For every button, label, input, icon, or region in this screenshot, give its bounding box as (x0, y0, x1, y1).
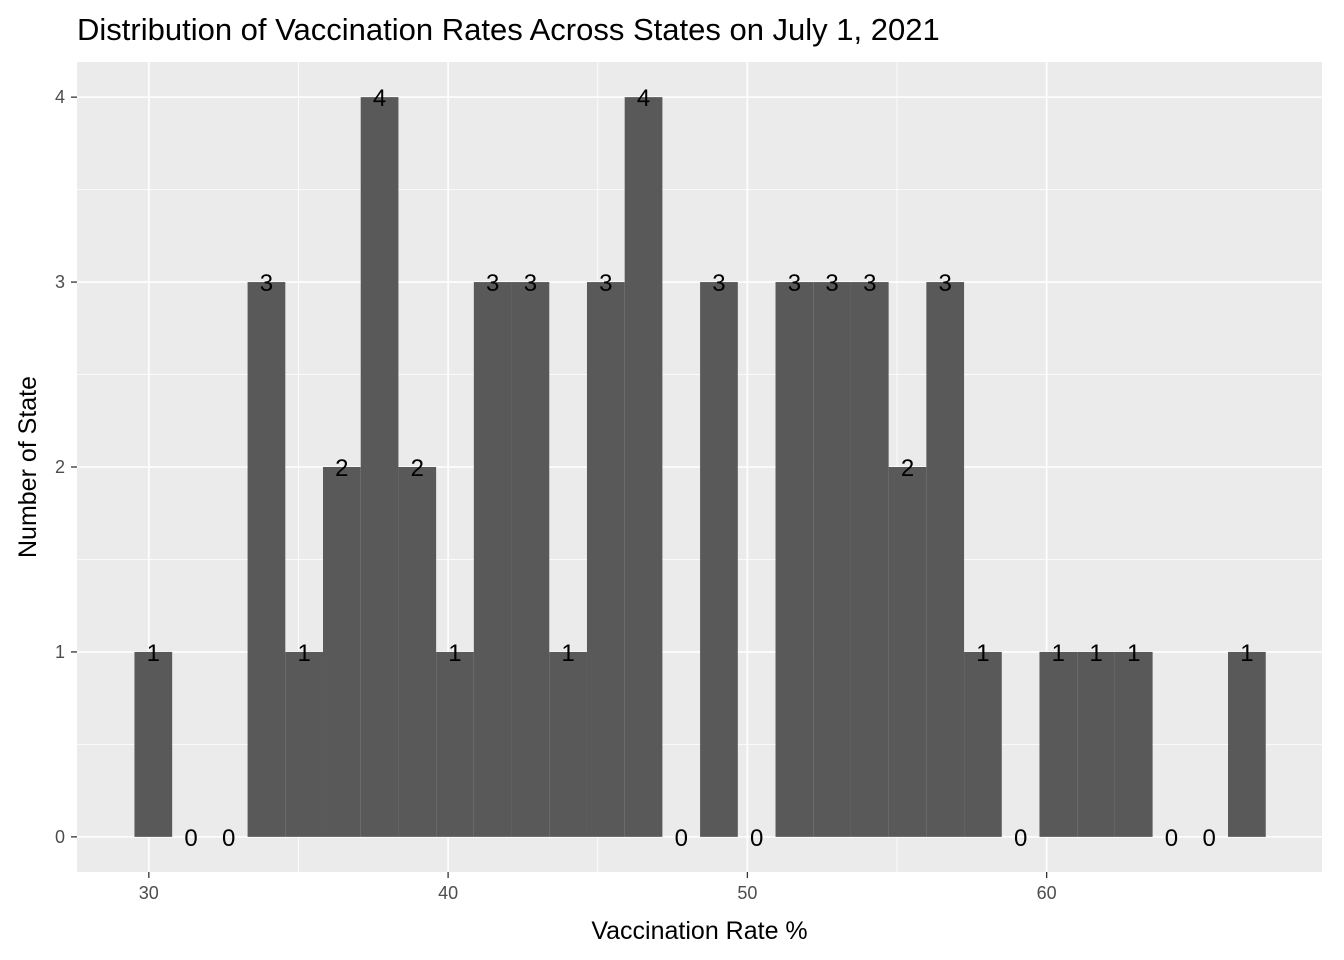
bar-count-label: 2 (411, 455, 424, 482)
bar-count-label: 3 (712, 270, 725, 297)
histogram-bar (1228, 651, 1266, 837)
bar-count-label: 0 (222, 825, 235, 852)
y-tick-label: 4 (55, 87, 65, 107)
histogram-bar (285, 651, 324, 837)
histogram-bar (624, 97, 663, 837)
bar-count-label: 0 (1014, 825, 1027, 852)
bar-count-label: 3 (939, 270, 952, 297)
y-axis: 0 1 2 3 4 (55, 87, 77, 847)
bar-count-label: 1 (1089, 640, 1102, 667)
bar-count-label: 1 (297, 640, 310, 667)
histogram-bar (1039, 651, 1078, 837)
x-tick-label: 60 (1037, 883, 1057, 903)
histogram-bar (436, 651, 474, 837)
histogram-bar (360, 97, 399, 837)
bar-count-label: 3 (788, 270, 801, 297)
histogram-bar (850, 282, 889, 837)
histogram-bar (586, 282, 625, 837)
bar-count-label: 2 (901, 455, 914, 482)
bar-count-label: 3 (863, 270, 876, 297)
x-tick-label: 50 (737, 883, 757, 903)
bar-count-label: 1 (1052, 640, 1065, 667)
bar-count-label: 1 (561, 640, 574, 667)
bar-count-label: 1 (976, 640, 989, 667)
histogram-bar (511, 282, 550, 837)
histogram-bar (926, 282, 965, 837)
x-axis-title: Vaccination Rate % (591, 917, 807, 945)
y-tick-label: 3 (55, 272, 65, 292)
bar-count-label: 3 (260, 270, 273, 297)
bar-count-label: 3 (599, 270, 612, 297)
histogram-bar (549, 651, 587, 837)
x-tick-label: 40 (438, 883, 458, 903)
bar-count-label: 0 (675, 825, 688, 852)
histogram-bar (700, 282, 738, 837)
bar-count-label: 0 (1202, 825, 1215, 852)
histogram-bar (323, 467, 361, 837)
bar-count-label: 1 (1240, 640, 1253, 667)
bar-count-label: 0 (184, 825, 197, 852)
histogram-bar (1077, 651, 1115, 837)
bar-count-label: 4 (373, 85, 386, 112)
histogram-bar (134, 651, 173, 837)
bar-count-label: 1 (1127, 640, 1140, 667)
y-tick-label: 2 (55, 457, 65, 477)
bar-count-label: 3 (486, 270, 499, 297)
chart-title: Distribution of Vaccination Rates Across… (77, 12, 940, 47)
histogram-bar (888, 467, 927, 837)
histogram-bar (398, 467, 437, 837)
bar-count-label: 0 (750, 825, 763, 852)
histogram-bar (813, 282, 851, 837)
bar-count-label: 1 (147, 640, 160, 667)
histogram-bar (473, 282, 512, 837)
x-axis: 30 40 50 60 (139, 872, 1057, 903)
bar-count-label: 4 (637, 85, 650, 112)
histogram-bar (775, 282, 814, 837)
bar-count-label: 1 (448, 640, 461, 667)
histogram-bar (964, 651, 1002, 837)
y-axis-title: Number of State (14, 376, 42, 558)
bar-count-label: 3 (825, 270, 838, 297)
x-tick-label: 30 (139, 883, 159, 903)
histogram-bar (1114, 651, 1153, 837)
y-tick-label: 0 (55, 827, 65, 847)
bar-count-label: 0 (1165, 825, 1178, 852)
histogram-bars (134, 97, 1266, 837)
histogram-bar (247, 282, 286, 837)
bar-count-label: 2 (335, 455, 348, 482)
bar-count-label: 3 (524, 270, 537, 297)
y-tick-label: 1 (55, 642, 65, 662)
